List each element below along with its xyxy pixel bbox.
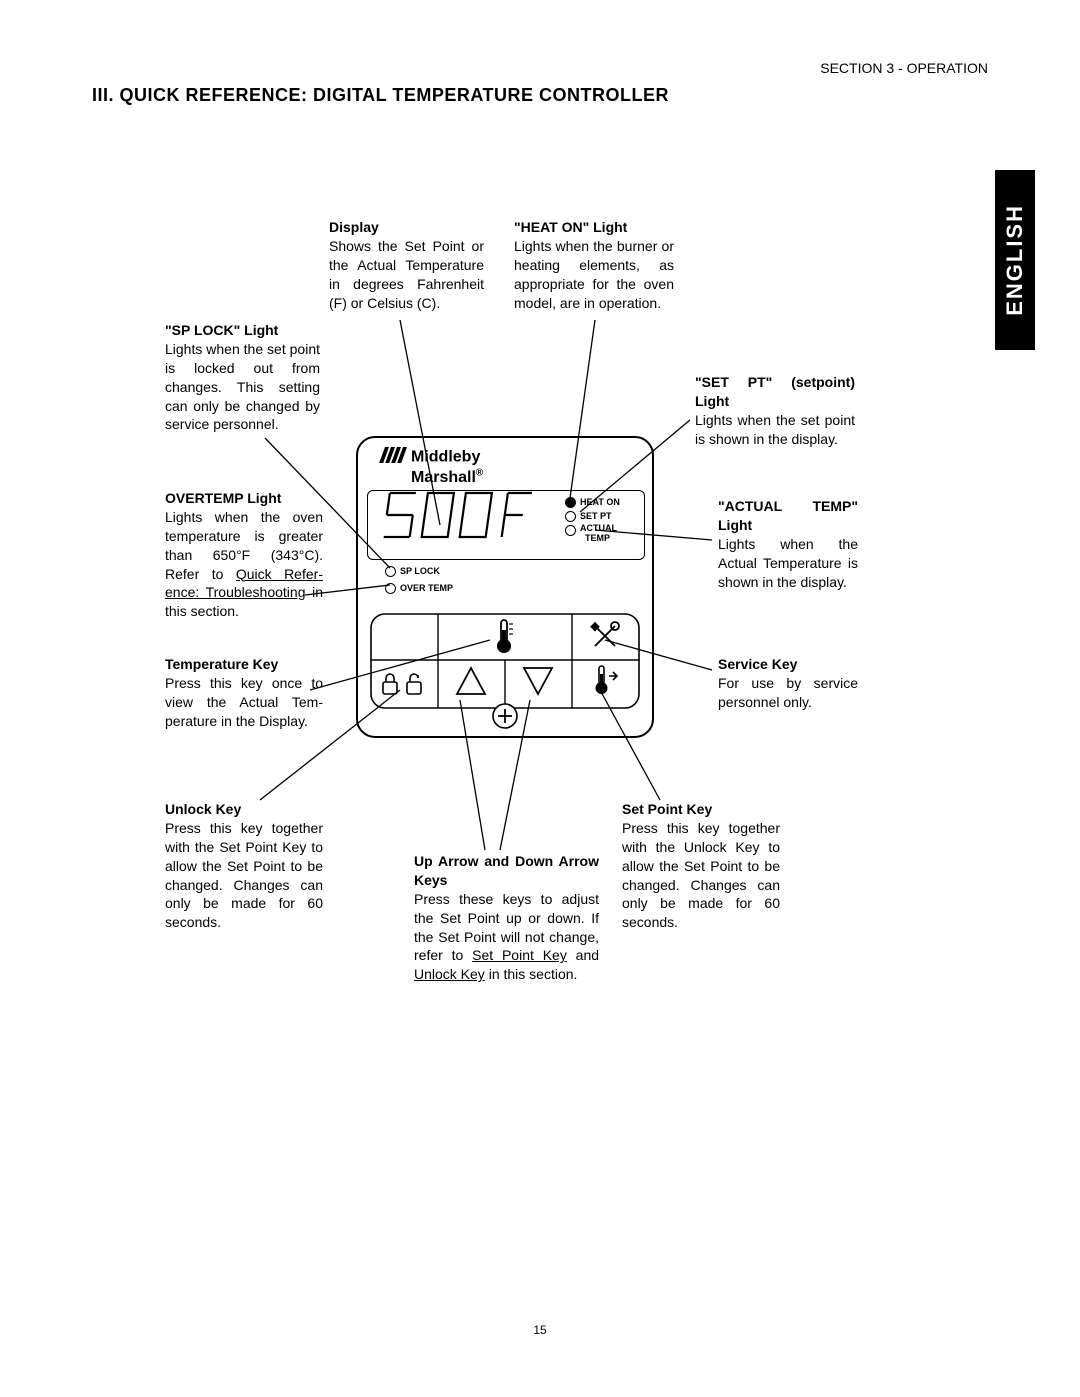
controller-panel: Middleby Marshall® HEAT ON SET PT	[355, 435, 655, 740]
callout-heading: Display	[329, 219, 379, 235]
callout-body: Press this key once to view the Actual T…	[165, 675, 323, 729]
callout-unlock-key: Unlock Key Press this key together with …	[165, 800, 323, 932]
setpoint-icon	[596, 666, 618, 694]
callout-body: Lights when the set point is locked out …	[165, 341, 320, 433]
callout-service-key: Service Key For use by ser­vice personne…	[718, 655, 858, 712]
callout-overtemp: OVERTEMP Light Lights when the oven temp…	[165, 489, 323, 621]
callout-sp-lock: "SP LOCK" Light Lights when the set poin…	[165, 321, 320, 434]
up-arrow-icon	[457, 668, 485, 694]
indicator-dot-icon	[565, 497, 576, 508]
section-header: SECTION 3 - OPERATION	[820, 60, 988, 76]
callout-heat-on: "HEAT ON" Light Lights when the burner o…	[514, 218, 674, 312]
indicator-dot-icon	[385, 583, 396, 594]
indicator-heat-on: HEAT ON	[565, 495, 630, 509]
callout-body: For use by ser­vice personnel only.	[718, 675, 858, 710]
callout-heading: "SET PT" (setpoint) Light	[695, 374, 855, 409]
callout-temperature-key: Temperature Key Press this key once to v…	[165, 655, 323, 731]
down-arrow-icon	[524, 668, 552, 694]
indicator-dot-icon	[565, 511, 576, 522]
callout-heading: "HEAT ON" Light	[514, 219, 627, 235]
callout-heading: Temperature Key	[165, 656, 278, 672]
indicator-dot-icon	[385, 566, 396, 577]
indicator-dot-icon	[565, 525, 576, 536]
page-number: 15	[0, 1323, 1080, 1337]
language-tab-label: ENGLISH	[1002, 204, 1028, 316]
logo-line2: Marshall®	[411, 469, 483, 486]
unlock-icon	[407, 674, 421, 694]
language-tab: ENGLISH	[995, 170, 1035, 350]
service-icon	[591, 622, 619, 646]
logo-bars-icon	[379, 447, 407, 468]
callout-heading: Set Point Key	[622, 801, 712, 817]
callout-body: Lights when the burner or heating ele­me…	[514, 238, 674, 311]
lock-icon	[383, 674, 397, 694]
callout-heading: Service Key	[718, 656, 797, 672]
callout-heading: Up Arrow and Down Arrow Keys	[414, 853, 599, 888]
callout-heading: "SP LOCK" Light	[165, 322, 278, 338]
indicator-group-right: HEAT ON SET PT ACTUAL TEMP	[565, 495, 630, 544]
callout-arrow-keys: Up Arrow and Down Arrow Keys Press these…	[414, 852, 599, 984]
indicator-over-temp: OVER TEMP	[385, 580, 453, 597]
callout-actual-temp: "ACTUAL TEMP" Light Lights when the Actu…	[718, 497, 858, 591]
callout-body: Press these keys to adjust the Set Point…	[414, 891, 599, 983]
indicator-group-left: SP LOCK OVER TEMP	[385, 563, 453, 597]
keypad	[367, 610, 643, 730]
callout-body: Press this key together with the Set Poi…	[165, 820, 323, 930]
callout-body: Lights when the set point is shown in th…	[695, 412, 855, 447]
logo-line1: Middleby	[411, 449, 480, 466]
callout-body: Lights when the oven temperature is grea…	[165, 509, 323, 619]
page-title: III. QUICK REFERENCE: DIGITAL TEMPERATUR…	[92, 85, 669, 106]
display-value	[377, 485, 547, 560]
indicator-actual-temp: ACTUAL TEMP	[565, 524, 630, 544]
callout-body: Press this key together with the Unlock …	[622, 820, 780, 930]
callout-body: Shows the Set Point or the Actual Temper…	[329, 238, 484, 311]
callout-body: Lights when the Actual Tempera­ture is s…	[718, 536, 858, 590]
callout-heading: OVERTEMP Light	[165, 490, 281, 506]
controller-logo: Middleby Marshall®	[379, 447, 483, 487]
callout-display: Display Shows the Set Point or the Actua…	[329, 218, 484, 312]
indicator-sp-lock: SP LOCK	[385, 563, 453, 580]
thermometer-icon	[497, 620, 513, 653]
callout-set-pt: "SET PT" (setpoint) Light Lights when th…	[695, 373, 855, 449]
indicator-set-pt: SET PT	[565, 509, 630, 523]
callout-set-point-key: Set Point Key Press this key together wi…	[622, 800, 780, 932]
page: SECTION 3 - OPERATION III. QUICK REFEREN…	[0, 0, 1080, 1397]
callout-heading: Unlock Key	[165, 801, 241, 817]
callout-heading: "ACTUAL TEMP" Light	[718, 498, 858, 533]
